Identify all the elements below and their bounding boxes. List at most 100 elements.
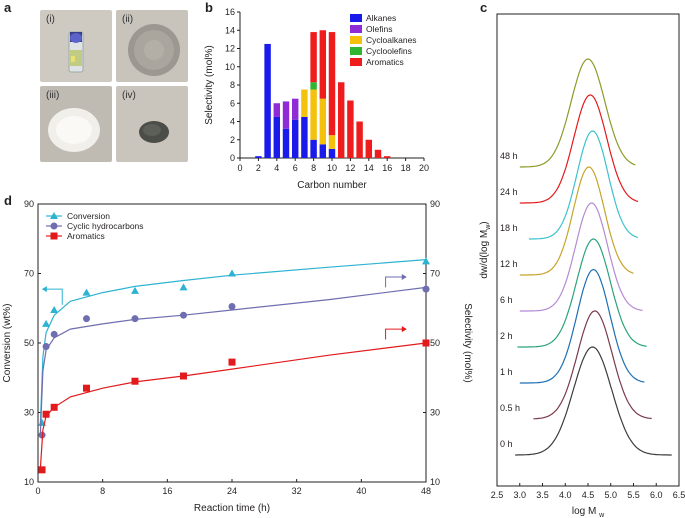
d-legend-marker-conversion (50, 212, 58, 219)
b-bar-cycloalkanes-c7 (301, 89, 308, 117)
d-legend-label-conversion: Conversion (67, 211, 110, 221)
b-bar-aromatics-c16 (383, 156, 391, 158)
c-x-tick-label: 4.5 (582, 490, 595, 500)
d-x-tick-label: 24 (227, 486, 237, 496)
c-curve-label-48-h: 48 h (500, 151, 518, 161)
b-bar-aromatics-c8 (310, 32, 317, 83)
d-point-aromatics-0 (38, 466, 46, 474)
b-y-tick-label: 12 (225, 44, 235, 54)
b-bar-alkanes-c10 (328, 148, 336, 158)
d-point-conversion-2 (50, 305, 59, 313)
b-legend-swatch-olefins (350, 25, 362, 33)
c-x-axis-title: log M w (572, 506, 605, 518)
b-y-tick-label: 2 (230, 135, 235, 145)
c-curve-48-h (519, 58, 636, 168)
panel-c-label: c (480, 0, 488, 15)
d-point-conversion-3 (82, 288, 91, 296)
c-x-tick-label: 2.5 (491, 490, 504, 500)
c-curve-0-h (515, 346, 672, 456)
panel-d-label: d (4, 193, 12, 208)
b-x-tick-label: 12 (345, 163, 355, 173)
c-x-tick-label: 3.0 (513, 490, 526, 500)
b-y-axis-title: Selectivity (mol%) (204, 45, 215, 124)
c-curve-0-5-h (533, 310, 652, 420)
c-x-tick-label: 6.5 (673, 490, 685, 500)
b-bar-aromatics-c11 (337, 82, 345, 158)
chart-b-selectivity: 0 2 4 6 8 10 12 14 16 0 2 4 6 8 10 12 14 16 18 20 Carbon num… (204, 7, 429, 191)
d-point-aromatics-1 (42, 410, 50, 418)
d-arrowhead-cyclic (401, 273, 407, 280)
white-powder-image (48, 108, 100, 152)
b-x-tick-label: 16 (382, 163, 392, 173)
b-bar-alkanes-c8 (310, 139, 317, 158)
photo-white-powder: (iii) (40, 86, 112, 162)
d-y-tick-label-left: 90 (24, 199, 34, 209)
b-bar-aromatics-c15 (374, 149, 382, 158)
d-fit-conversion (39, 259, 427, 423)
b-bar-alkanes-c4 (273, 116, 281, 158)
b-bar-alkanes-c7 (301, 116, 308, 158)
d-point-cyclic-hydrocarbons-7 (422, 285, 430, 293)
b-bar-aromatics-c9 (319, 30, 327, 99)
b-bar-cycloalkanes-c8 (310, 89, 317, 140)
d-legend-label-cyclic-hydrocarbons: Cyclic hydrocarbons (67, 221, 144, 231)
vial-image (68, 31, 84, 73)
c-curve-label-1-h: 1 h (500, 367, 513, 377)
c-curve-label-6-h: 6 h (500, 295, 513, 305)
c-curve-12-h (519, 166, 634, 276)
photo-dark-powder: (iv) (116, 86, 188, 162)
d-arrow-conversion (42, 288, 63, 305)
b-bar-cycloalkanes-c9 (319, 98, 327, 145)
c-y-axis-title: dw/d(log Mw) (479, 221, 492, 278)
c-curve-6-h (519, 202, 643, 312)
d-fit-cyclic-hydrocarbons (39, 286, 427, 434)
d-point-cyclic-hydrocarbons-4 (131, 315, 139, 323)
photo-label-i: (i) (46, 14, 55, 25)
b-x-tick-label: 0 (237, 163, 242, 173)
d-arrowhead-conversion (41, 286, 47, 293)
c-curve-label-12-h: 12 h (500, 259, 518, 269)
b-x-tick-label: 2 (256, 163, 261, 173)
c-curve-24-h (519, 94, 639, 204)
b-x-tick-label: 14 (364, 163, 374, 173)
d-arrow-aromatics (385, 328, 406, 340)
d-x-tick-label: 8 (100, 486, 105, 496)
d-y-tick-label-right: 30 (430, 408, 440, 418)
d-point-conversion-1 (42, 319, 51, 327)
b-legend-label-cycloolefins: Cycloolefins (366, 46, 412, 56)
b-legend-label-olefins: Olefins (366, 24, 392, 34)
d-x-tick-label: 16 (162, 486, 172, 496)
photo-label-iv: (iv) (122, 90, 136, 101)
b-bar-aromatics-c12 (347, 100, 354, 158)
chart-c-mw-distribution: 2.5 3.0 3.5 4.0 4.5 5.0 5.5 6.0 6.5 log M w dw/d(l… (479, 13, 685, 518)
d-y-tick-label-right: 70 (430, 269, 440, 279)
panel-b-label: b (205, 0, 213, 15)
b-bar-alkanes-c6 (291, 119, 299, 158)
b-bar-aromatics-c14 (365, 139, 373, 158)
d-y-axis-title-right: Selectivity (mol%) (462, 303, 473, 382)
d-point-aromatics-3 (83, 384, 90, 392)
b-x-tick-label: 10 (327, 163, 337, 173)
b-bar-alkanes-c9 (319, 144, 327, 158)
d-point-conversion-7 (422, 257, 430, 265)
d-y-tick-label-right: 90 (430, 199, 440, 209)
b-x-tick-label: 20 (419, 163, 429, 173)
d-x-tick-label: 40 (356, 486, 366, 496)
b-legend-swatch-cycloalkanes (350, 36, 362, 44)
d-y-tick-label-left: 30 (24, 408, 34, 418)
c-x-tick-label: 5.0 (604, 490, 617, 500)
c-plot-frame (496, 13, 680, 487)
photo-label-iii: (iii) (46, 90, 60, 101)
grey-powder-image (128, 24, 180, 76)
c-curve-label-24-h: 24 h (500, 187, 518, 197)
c-curve-label-0-5-h: 0.5 h (500, 403, 520, 413)
b-bar-olefins-c6 (291, 98, 299, 120)
b-bar-olefins-c4 (273, 103, 281, 117)
c-curve-2-h (517, 238, 647, 348)
d-point-conversion-4 (131, 286, 139, 294)
b-y-tick-label: 6 (230, 98, 235, 108)
c-x-tick-label: 3.5 (536, 490, 549, 500)
d-point-cyclic-hydrocarbons-5 (180, 311, 187, 319)
d-point-cyclic-hydrocarbons-1 (42, 342, 50, 350)
b-x-tick-label: 8 (311, 163, 316, 173)
